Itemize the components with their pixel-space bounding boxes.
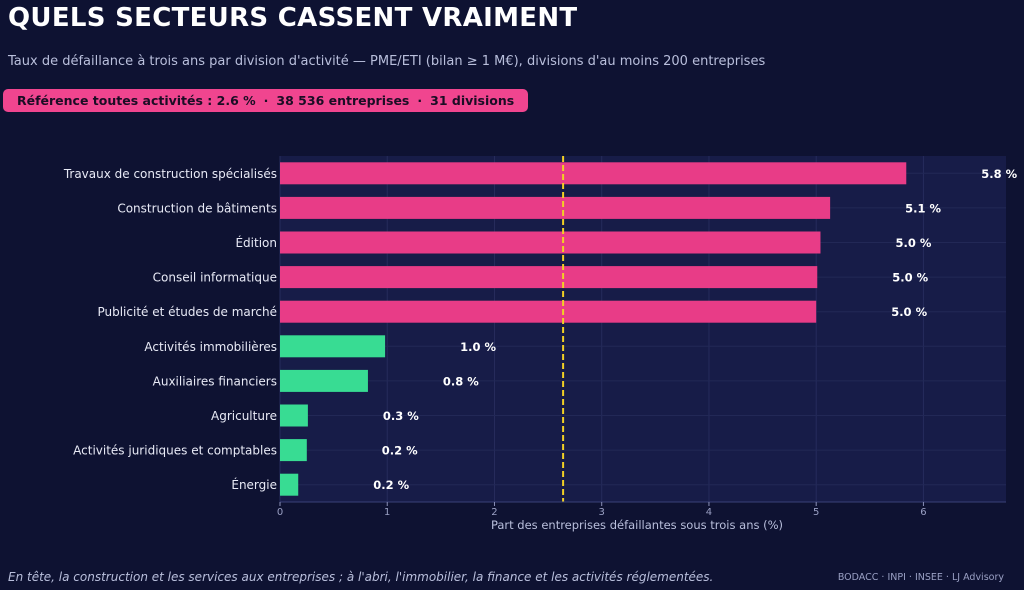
data-label: 5.0 %: [891, 305, 927, 319]
badge-separator: ·: [263, 93, 269, 108]
page-title: QUELS SECTEURS CASSENT VRAIMENT: [8, 3, 578, 33]
data-label: 1.0 %: [460, 340, 496, 354]
badge-separator: ·: [417, 93, 423, 108]
category-label: Construction de bâtiments: [117, 201, 277, 215]
category-label: Travaux de construction spécialisés: [63, 167, 277, 181]
category-label: Publicité et études de marché: [97, 305, 277, 319]
x-tick-label: 5: [813, 507, 819, 518]
data-label: 0.2 %: [373, 478, 409, 492]
category-label: Énergie: [231, 477, 277, 492]
source-credit: BODACC · INPI · INSEE · LJ Advisory: [837, 572, 1004, 583]
data-label: 5.0 %: [892, 271, 928, 285]
bar: [280, 369, 368, 392]
x-tick-label: 6: [920, 507, 926, 518]
category-label: Activités juridiques et comptables: [73, 444, 277, 458]
x-tick-label: 1: [384, 507, 390, 518]
x-axis-label: Part des entreprises défaillantes sous t…: [491, 518, 783, 532]
data-label: 0.3 %: [383, 409, 419, 423]
category-label: Édition: [235, 235, 277, 250]
bar: [280, 231, 821, 254]
reference-badge: Référence toutes activités : 2.6 % · 38 53…: [3, 89, 529, 112]
chart-caption: En tête, la construction et les services…: [8, 570, 714, 584]
x-tick-label: 2: [491, 507, 497, 518]
category-label: Auxiliaires financiers: [153, 374, 277, 388]
category-label: Conseil informatique: [153, 271, 277, 285]
bar: [280, 266, 818, 289]
page-subtitle: Taux de défaillance à trois ans par divi…: [8, 54, 766, 69]
data-label: 0.2 %: [382, 444, 418, 458]
bar: [280, 473, 299, 496]
badge-divisions: 31 divisions: [430, 93, 515, 108]
badge-reference: Référence toutes activités : 2.6 %: [17, 93, 256, 108]
category-label: Agriculture: [211, 409, 277, 423]
bar: [280, 439, 307, 462]
bar: [280, 300, 817, 323]
bar: [280, 162, 907, 185]
data-label: 5.0 %: [895, 236, 931, 250]
category-label: Activités immobilières: [144, 340, 277, 354]
bar: [280, 335, 386, 358]
bar: [280, 404, 308, 427]
x-tick-label: 4: [706, 507, 712, 518]
data-label: 5.8 %: [981, 167, 1017, 181]
badge-companies: 38 536 entreprises: [276, 93, 410, 108]
data-label: 5.1 %: [905, 201, 941, 215]
data-label: 0.8 %: [443, 374, 479, 388]
x-tick-label: 3: [599, 507, 605, 518]
bar: [280, 196, 831, 219]
x-tick-label: 0: [277, 507, 283, 518]
